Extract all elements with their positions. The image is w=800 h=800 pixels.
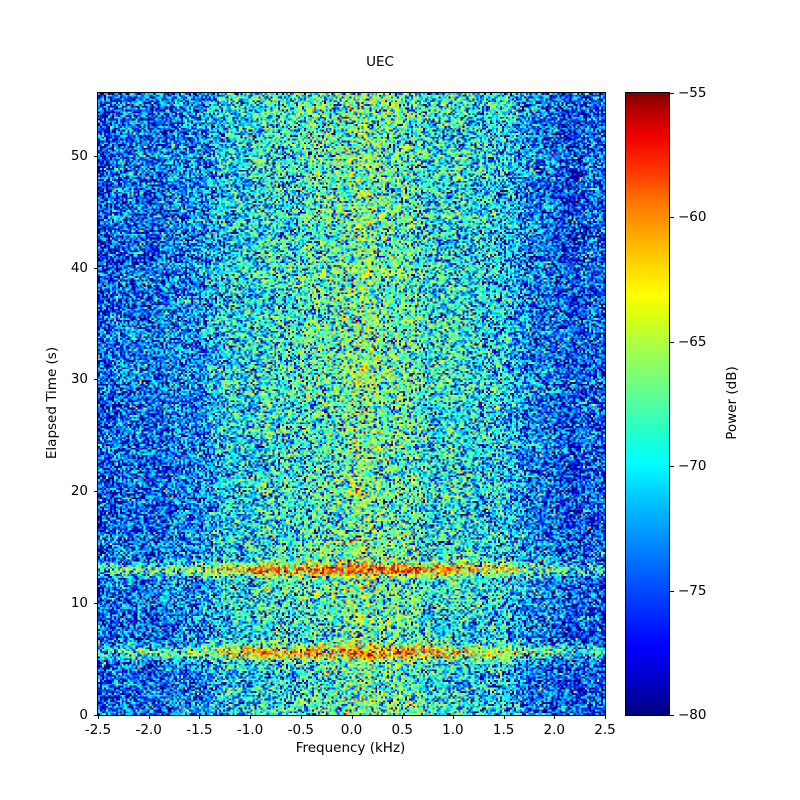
x-tick-label: 0.0 (340, 722, 363, 738)
x-tick-label: 2.0 (543, 722, 566, 738)
y-tick-label: 50 (70, 147, 88, 164)
spectrogram-image (98, 93, 605, 715)
x-tick-mark (300, 715, 302, 719)
spectrogram-plot-area[interactable] (97, 92, 606, 716)
x-tick-label: -2.0 (135, 722, 162, 738)
x-tick-mark (503, 715, 505, 719)
y-tick-mark (93, 267, 97, 269)
colorbar[interactable] (625, 92, 670, 716)
colorbar-tick-mark (670, 217, 674, 219)
y-tick-label: 20 (70, 483, 88, 500)
colorbar-tick-mark (670, 590, 674, 592)
x-axis-label: Frequency (kHz) (295, 740, 406, 756)
colorbar-tick-label: −70 (678, 458, 707, 475)
x-tick-mark (351, 715, 353, 719)
colorbar-tick-label: −60 (678, 209, 707, 226)
colorbar-tick-mark (670, 466, 674, 468)
y-tick-mark (93, 155, 97, 157)
y-tick-label: 40 (70, 259, 88, 276)
y-tick-mark (93, 491, 97, 493)
title-line-station: UEC (366, 53, 394, 70)
x-tick-mark (199, 715, 201, 719)
x-tick-mark (98, 715, 99, 719)
x-tick-label: -1.5 (186, 722, 213, 738)
y-tick-mark (93, 379, 97, 381)
x-tick-label: -1.0 (236, 722, 264, 738)
colorbar-tick-mark (670, 715, 674, 716)
x-tick-label: 1.5 (492, 722, 515, 738)
y-axis-label: Elapsed Time (s) (44, 346, 60, 460)
colorbar-tick-mark (670, 341, 674, 343)
colorbar-tick-label: −65 (678, 333, 707, 350)
colorbar-label: Power (dB) (724, 366, 740, 440)
y-tick-label: 30 (70, 371, 88, 388)
x-tick-label: -0.5 (287, 722, 314, 738)
colorbar-gradient (625, 92, 670, 716)
x-tick-mark (250, 715, 252, 719)
colorbar-tick-mark (670, 93, 674, 94)
y-tick-label: 10 (70, 595, 88, 612)
colorbar-tick-label: −75 (678, 582, 707, 599)
y-tick-label: 0 (79, 707, 88, 723)
colorbar-tick-label: −55 (678, 85, 707, 101)
y-tick-mark (93, 603, 97, 605)
x-tick-label: 0.5 (391, 722, 413, 738)
x-tick-label: 2.5 (594, 722, 616, 738)
x-tick-mark (605, 715, 606, 719)
x-tick-mark (554, 715, 556, 719)
x-tick-mark (452, 715, 454, 719)
x-tick-mark (402, 715, 404, 719)
x-tick-mark (148, 715, 150, 719)
y-tick-mark (93, 715, 97, 716)
x-tick-label: -2.5 (84, 722, 112, 738)
colorbar-tick-label: −80 (678, 707, 707, 723)
x-tick-label: 1.0 (442, 722, 464, 738)
